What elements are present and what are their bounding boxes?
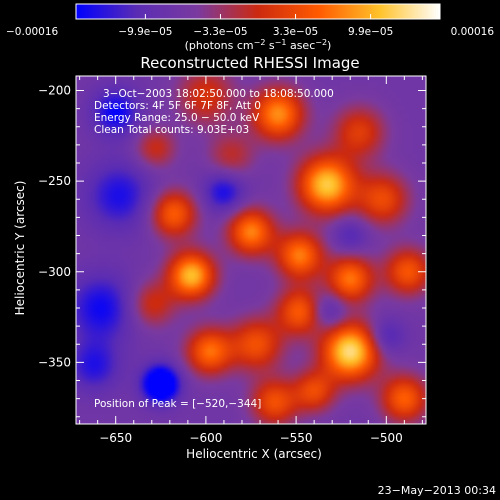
- y-tick-label: −350: [38, 355, 71, 369]
- colorbar-gradient: [75, 3, 441, 20]
- render-timestamp: 23−May−2013 00:34: [378, 484, 496, 497]
- x-tick-label: −500: [370, 431, 403, 445]
- colorbar-tick-label: −0.00016: [6, 26, 59, 38]
- x-axis-label: Heliocentric X (arcsec): [186, 447, 322, 461]
- peak-position-label: Position of Peak = [−520,−344]: [94, 398, 261, 410]
- y-tick-label: −300: [38, 265, 71, 279]
- y-axis-label: Heliocentric Y (arcsec): [13, 181, 27, 316]
- x-tick-label: −600: [189, 431, 222, 445]
- colorbar-tick-label: −3.3e−05: [193, 26, 247, 38]
- x-tick-label: −550: [280, 431, 313, 445]
- y-tick-label: −200: [38, 84, 71, 98]
- colorbar-tick-label: −9.9e−05: [118, 26, 172, 38]
- y-tick-label: −250: [38, 174, 71, 188]
- colorbar-ticks: −0.00016 −9.9e−05 −3.3e−05 3.3e−05 9.9e−05 0.…: [6, 14, 494, 38]
- colorbar: −0.00016 −9.9e−05 −3.3e−05 3.3e−05 9.9e−05 0.…: [6, 3, 494, 52]
- colorbar-units: (photons cm−2 s−1 asec−2): [185, 38, 332, 52]
- colorbar-tick-label: 9.9e−05: [348, 26, 393, 38]
- annotations: 3−Oct−2003 18:02:50.000 to 18:08:50.000 …: [94, 88, 334, 410]
- annotation-energy-range: Energy Range: 25.0 − 50.0 keV: [94, 112, 260, 124]
- colorbar-tick-label: 0.00016: [451, 26, 495, 38]
- colorbar-tick-label: 3.3e−05: [273, 26, 318, 38]
- chart-title: Reconstructed RHESSI Image: [140, 54, 359, 72]
- annotation-detectors: Detectors: 4F 5F 6F 7F 8F, Att 0: [94, 100, 261, 112]
- x-tick-label: −650: [99, 431, 132, 445]
- annotation-time-range: 3−Oct−2003 18:02:50.000 to 18:08:50.000: [103, 88, 334, 100]
- axes: −650 −600 −550 −500 −200 −250 −300 −350: [38, 76, 426, 445]
- plot-area: −650 −600 −550 −500 −200 −250 −300 −350 3−Oct−2…: [38, 75, 427, 445]
- heatmap-image: [76, 76, 426, 424]
- annotation-clean-counts: Clean Total counts: 9.03E+03: [94, 124, 249, 136]
- plot-frame: [75, 75, 427, 425]
